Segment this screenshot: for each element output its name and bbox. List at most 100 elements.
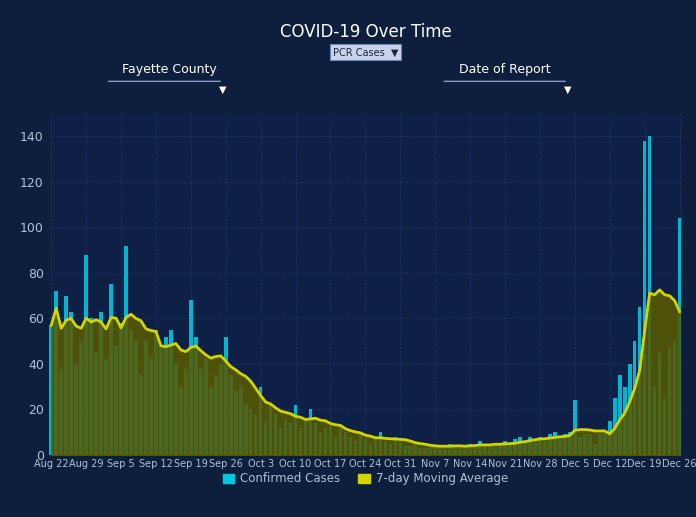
Bar: [219, 364, 223, 455]
Bar: [329, 423, 332, 455]
Bar: [324, 428, 327, 455]
Bar: [399, 442, 402, 455]
Bar: [234, 391, 237, 455]
Bar: [438, 448, 442, 455]
Bar: [124, 246, 128, 455]
Bar: [508, 444, 512, 455]
Bar: [543, 442, 547, 455]
Bar: [70, 312, 73, 455]
Bar: [209, 387, 212, 455]
Bar: [633, 341, 637, 455]
Bar: [374, 437, 377, 455]
Bar: [333, 437, 338, 455]
Bar: [369, 444, 372, 455]
Bar: [573, 400, 577, 455]
Text: Date of Report: Date of Report: [459, 63, 551, 76]
Bar: [79, 341, 83, 455]
Bar: [443, 446, 447, 455]
Bar: [513, 439, 517, 455]
Bar: [653, 387, 656, 455]
Bar: [49, 325, 53, 455]
Bar: [489, 446, 492, 455]
Bar: [453, 446, 457, 455]
Bar: [319, 432, 322, 455]
Bar: [344, 432, 347, 455]
Bar: [363, 439, 367, 455]
Bar: [603, 432, 607, 455]
Bar: [249, 409, 253, 455]
Bar: [493, 444, 497, 455]
Bar: [434, 446, 437, 455]
Bar: [643, 141, 647, 455]
Legend: Confirmed Cases, 7-day Moving Average: Confirmed Cases, 7-day Moving Average: [218, 467, 513, 490]
Bar: [528, 437, 532, 455]
Text: PCR Cases  ▼: PCR Cases ▼: [333, 48, 398, 57]
Bar: [189, 300, 193, 455]
Bar: [244, 405, 248, 455]
Bar: [358, 434, 362, 455]
Bar: [74, 364, 78, 455]
Bar: [483, 444, 487, 455]
Bar: [84, 255, 88, 455]
Bar: [299, 428, 302, 455]
Bar: [64, 296, 68, 455]
Bar: [558, 437, 562, 455]
Text: ▼: ▼: [564, 85, 572, 95]
Bar: [538, 437, 541, 455]
Bar: [613, 398, 617, 455]
Bar: [159, 346, 163, 455]
Bar: [289, 423, 292, 455]
Bar: [464, 446, 467, 455]
Bar: [303, 421, 308, 455]
Bar: [269, 405, 272, 455]
Bar: [274, 414, 278, 455]
Bar: [478, 442, 482, 455]
Bar: [104, 359, 108, 455]
Bar: [89, 318, 93, 455]
Bar: [114, 346, 118, 455]
Bar: [593, 444, 596, 455]
Bar: [473, 446, 477, 455]
Bar: [563, 434, 567, 455]
Bar: [468, 444, 472, 455]
Bar: [179, 387, 182, 455]
Bar: [184, 369, 188, 455]
Bar: [254, 414, 258, 455]
Bar: [109, 284, 113, 455]
Bar: [658, 353, 661, 455]
Bar: [393, 437, 397, 455]
Bar: [588, 434, 592, 455]
Bar: [224, 337, 228, 455]
Bar: [623, 387, 626, 455]
Bar: [354, 442, 357, 455]
Bar: [608, 421, 612, 455]
Bar: [54, 291, 58, 455]
Bar: [174, 364, 177, 455]
Bar: [418, 448, 422, 455]
Bar: [314, 423, 317, 455]
Bar: [264, 421, 267, 455]
Text: ▼: ▼: [219, 85, 227, 95]
Bar: [259, 387, 262, 455]
Bar: [548, 434, 552, 455]
Bar: [149, 357, 152, 455]
Bar: [519, 437, 522, 455]
Bar: [194, 337, 198, 455]
Bar: [294, 405, 297, 455]
Bar: [404, 446, 407, 455]
Bar: [503, 442, 507, 455]
Bar: [533, 439, 537, 455]
Bar: [578, 437, 582, 455]
Bar: [459, 448, 462, 455]
Bar: [423, 448, 427, 455]
Bar: [59, 369, 63, 455]
Bar: [229, 375, 232, 455]
Bar: [523, 442, 527, 455]
Bar: [648, 136, 651, 455]
Bar: [119, 323, 122, 455]
Bar: [409, 446, 412, 455]
Bar: [94, 353, 98, 455]
Bar: [663, 398, 667, 455]
Bar: [678, 218, 681, 455]
Bar: [383, 442, 387, 455]
